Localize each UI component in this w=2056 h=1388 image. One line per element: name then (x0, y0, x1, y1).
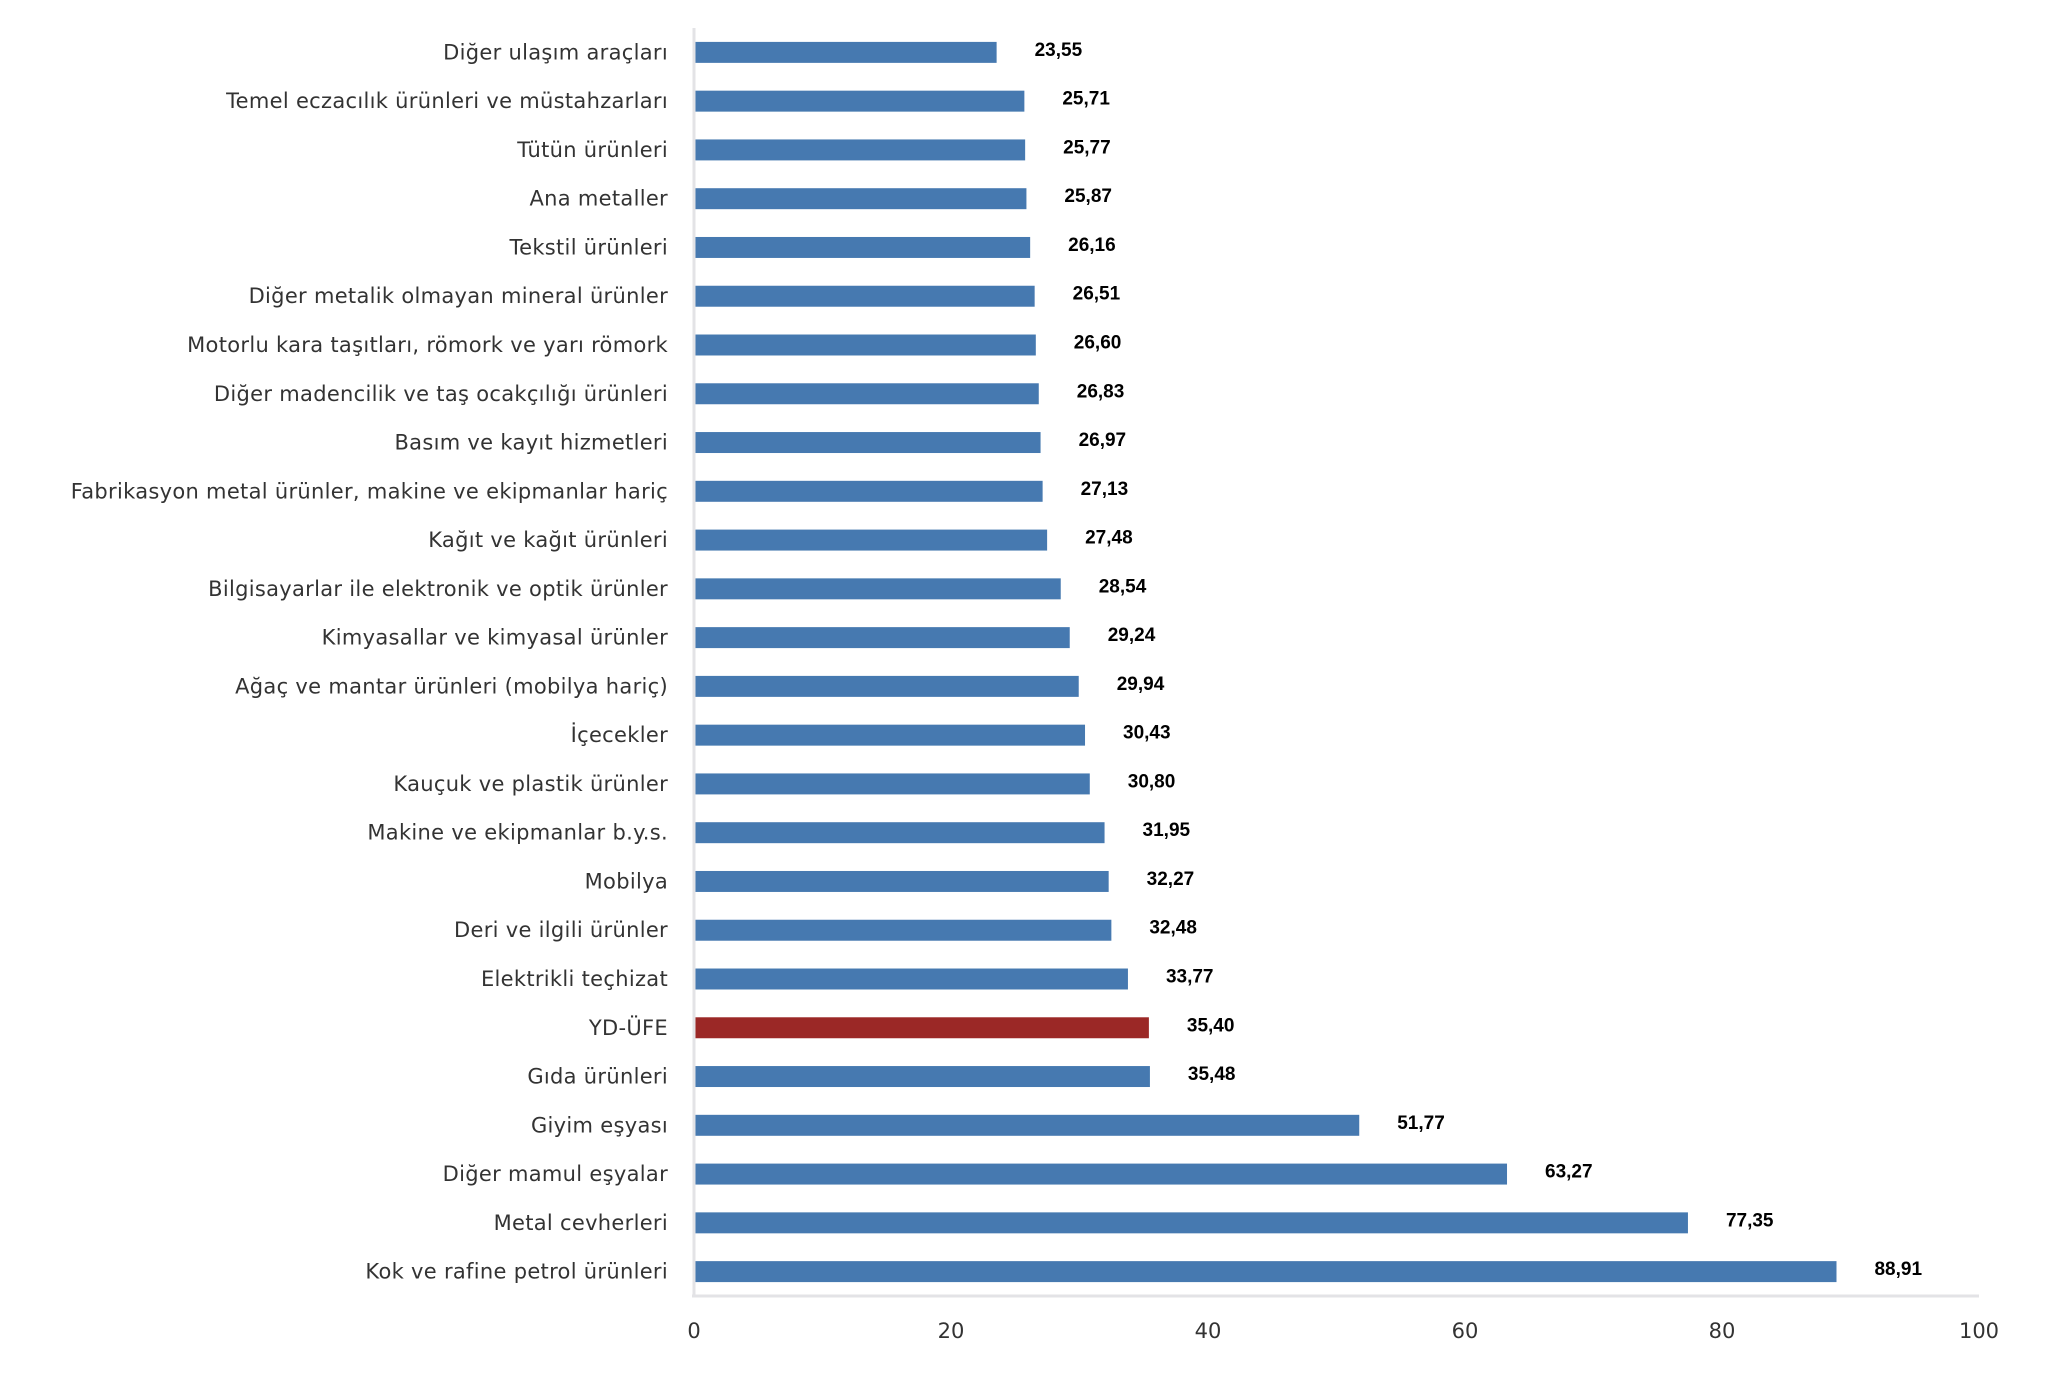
bar-diger-mamul-esyalar (694, 1163, 1508, 1185)
bar-fabrikasyon-metal-urunler-makine-ve-ekipmanlar-haric (694, 480, 1043, 502)
bar-diger-metalik-olmayan-mineral-urunler (694, 285, 1035, 307)
value-label-tekstil-urunleri: 26,16 (1068, 235, 1116, 256)
bar-ana-metaller (694, 188, 1027, 210)
bar-motorlu-kara-tasitlari-romork-ve-yari-romork (694, 334, 1036, 356)
bar-kagit-ve-kagit-urunleri (694, 529, 1048, 551)
category-label-diger-ulasim-araclari: Diğer ulaşım araçları (443, 40, 668, 64)
category-label-gida-urunleri: Gıda ürünleri (527, 1065, 668, 1089)
bar-diger-madencilik-ve-tas-ocakciligi-urunleri (694, 383, 1039, 405)
value-label-metal-cevherleri: 77,35 (1726, 1210, 1774, 1231)
bar-tutun-urunleri (694, 139, 1026, 161)
category-label-ana-metaller: Ana metaller (529, 187, 668, 211)
bar-kimyasallar-ve-kimyasal-urunler (694, 627, 1070, 649)
bars-layer (694, 41, 1837, 1283)
bar-elektrikli-techizat (694, 968, 1128, 990)
value-label-agac-ve-mantar-urunleri-mobilya-haric: 29,94 (1117, 674, 1165, 695)
value-label-fabrikasyon-metal-urunler-makine-ve-ekipmanlar-haric: 27,13 (1081, 479, 1129, 500)
category-label-kok-ve-rafine-petrol-urunleri: Kok ve rafine petrol ürünleri (365, 1260, 668, 1284)
value-label-kagit-ve-kagit-urunleri: 27,48 (1085, 528, 1133, 549)
bar-yd-ufe (694, 1017, 1149, 1039)
value-label-ana-metaller: 25,87 (1064, 186, 1112, 207)
bar-deri-ve-ilgili-urunler (694, 919, 1112, 941)
x-tick-label-40: 40 (1195, 1319, 1222, 1343)
category-label-agac-ve-mantar-urunleri-mobilya-haric: Ağaç ve mantar ürünleri (mobilya hariç) (235, 674, 668, 698)
value-label-makine-ve-ekipmanlar-b-y-s: 31,95 (1143, 820, 1191, 841)
category-label-mobilya: Mobilya (585, 869, 668, 893)
x-tick-label-80: 80 (1709, 1319, 1736, 1343)
category-label-icecekler: İçecekler (571, 722, 668, 747)
category-label-giyim-esyasi: Giyim eşyası (531, 1113, 668, 1137)
x-tick-label-100: 100 (1959, 1319, 1999, 1343)
bar-temel-eczacilik-urunleri-ve-mustahzarlari (694, 90, 1025, 112)
category-label-diger-metalik-olmayan-mineral-urunler: Diğer metalik olmayan mineral ürünler (249, 284, 668, 308)
category-label-bilgisayarlar-ile-elektronik-ve-optik-urunler: Bilgisayarlar ile elektronik ve optik ür… (208, 577, 668, 601)
category-label-tekstil-urunleri: Tekstil ürünleri (509, 235, 668, 259)
value-label-deri-ve-ilgili-urunler: 32,48 (1149, 918, 1197, 939)
value-label-diger-mamul-esyalar: 63,27 (1545, 1162, 1593, 1183)
category-label-kagit-ve-kagit-urunleri: Kağıt ve kağıt ürünleri (428, 528, 668, 552)
value-label-elektrikli-techizat: 33,77 (1166, 967, 1214, 988)
value-label-mobilya: 32,27 (1147, 869, 1195, 890)
category-label-diger-mamul-esyalar: Diğer mamul eşyalar (443, 1162, 668, 1186)
bar-makine-ve-ekipmanlar-b-y-s (694, 822, 1105, 844)
category-label-makine-ve-ekipmanlar-b-y-s: Makine ve ekipmanlar b.y.s. (367, 821, 668, 845)
value-label-bilgisayarlar-ile-elektronik-ve-optik-urunler: 28,54 (1099, 576, 1147, 597)
category-label-fabrikasyon-metal-urunler-makine-ve-ekipmanlar-haric: Fabrikasyon metal ürünler, makine ve eki… (71, 479, 668, 503)
bar-bilgisayarlar-ile-elektronik-ve-optik-urunler (694, 578, 1061, 600)
bar-kok-ve-rafine-petrol-urunleri (694, 1261, 1837, 1283)
value-label-temel-eczacilik-urunleri-ve-mustahzarlari: 25,71 (1062, 89, 1110, 110)
value-label-diger-ulasim-araclari: 23,55 (1035, 40, 1083, 61)
category-label-temel-eczacilik-urunleri-ve-mustahzarlari: Temel eczacılık ürünleri ve müstahzarlar… (225, 89, 668, 113)
bar-icecekler (694, 724, 1086, 746)
value-label-diger-madencilik-ve-tas-ocakciligi-urunleri: 26,83 (1077, 381, 1125, 402)
value-label-kimyasallar-ve-kimyasal-urunler: 29,24 (1108, 625, 1156, 646)
category-labels: Diğer ulaşım araçları Temel eczacılık ürü… (71, 40, 668, 1284)
value-label-tutun-urunleri: 25,77 (1063, 137, 1111, 158)
value-label-giyim-esyasi: 51,77 (1397, 1113, 1445, 1134)
category-label-tutun-urunleri: Tütün ürünleri (516, 138, 668, 162)
category-label-kaucuk-ve-plastik-urunler: Kauçuk ve plastik ürünler (393, 772, 668, 796)
value-label-basim-ve-kayit-hizmetleri: 26,97 (1079, 430, 1127, 451)
category-label-deri-ve-ilgili-urunler: Deri ve ilgili ürünler (454, 918, 668, 942)
category-label-elektrikli-techizat: Elektrikli teçhizat (481, 967, 668, 991)
x-tick-label-0: 0 (687, 1319, 700, 1343)
category-label-motorlu-kara-tasitlari-romork-ve-yari-romork: Motorlu kara taşıtları, römork ve yarı r… (187, 333, 668, 357)
bar-gida-urunleri (694, 1066, 1150, 1088)
bar-agac-ve-mantar-urunleri-mobilya-haric (694, 675, 1079, 697)
x-tick-labels: 0 20 40 60 80 100 (687, 1319, 1999, 1343)
bar-kaucuk-ve-plastik-urunler (694, 773, 1090, 795)
value-label-icecekler: 30,43 (1123, 723, 1171, 744)
category-label-metal-cevherleri: Metal cevherleri (494, 1211, 668, 1235)
value-label-yd-ufe: 35,40 (1187, 1015, 1235, 1036)
x-tick-label-60: 60 (1452, 1319, 1479, 1343)
bar-diger-ulasim-araclari (694, 41, 997, 63)
value-label-kok-ve-rafine-petrol-urunleri: 88,91 (1874, 1259, 1922, 1280)
category-label-yd-ufe: YD-ÜFE (588, 1015, 668, 1040)
axis-layer (692, 28, 1979, 1298)
value-label-diger-metalik-olmayan-mineral-urunler: 26,51 (1073, 284, 1121, 305)
category-label-diger-madencilik-ve-tas-ocakciligi-urunleri: Diğer madencilik ve taş ocakçılığı ürünl… (214, 382, 668, 406)
value-label-kaucuk-ve-plastik-urunler: 30,80 (1128, 771, 1176, 792)
value-label-gida-urunleri: 35,48 (1188, 1064, 1236, 1085)
bar-giyim-esyasi (694, 1114, 1360, 1136)
category-label-basim-ve-kayit-hizmetleri: Basım ve kayıt hizmetleri (394, 431, 668, 455)
bar-basim-ve-kayit-hizmetleri (694, 432, 1041, 454)
x-tick-label-20: 20 (938, 1319, 965, 1343)
value-label-motorlu-kara-tasitlari-romork-ve-yari-romork: 26,60 (1074, 333, 1122, 354)
bar-mobilya (694, 870, 1109, 892)
category-label-kimyasallar-ve-kimyasal-urunler: Kimyasallar ve kimyasal ürünler (322, 626, 668, 650)
bar-metal-cevherleri (694, 1212, 1688, 1234)
bar-tekstil-urunleri (694, 236, 1031, 258)
value-labels: 23,55 25,71 25,77 25,87 26,16 26,51 26,60 26,83… (1035, 40, 1923, 1280)
